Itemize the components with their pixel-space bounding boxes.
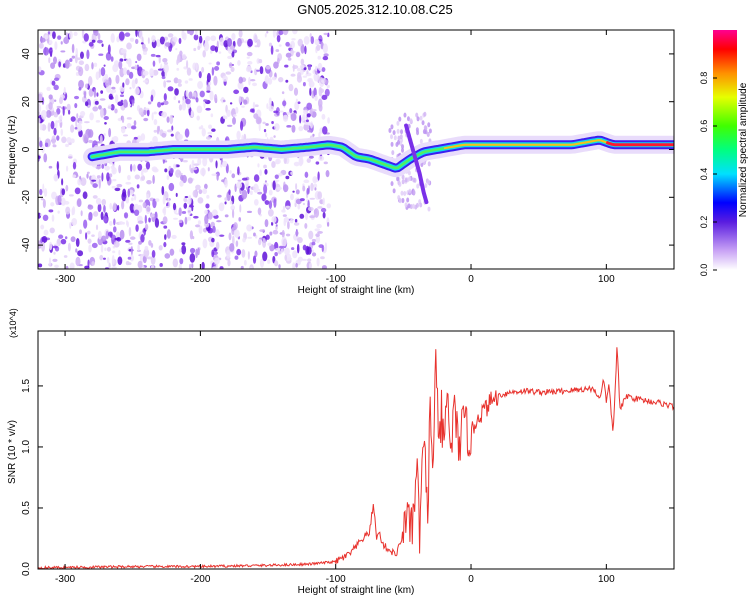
snr-xtick-label: -100	[326, 574, 346, 585]
snr-ytick-label: 1.5	[21, 379, 32, 393]
colorbar-tick-label: 0.8	[699, 72, 709, 85]
snr-xlabel: Height of straight line (km)	[298, 585, 415, 596]
colorbar: 0.0 0.2 0.4 0.6 0.8 Normalized spectral ampl…	[699, 30, 749, 276]
spectrogram-ytick-label: -40	[21, 237, 32, 252]
snr-xtick-label: 0	[468, 574, 474, 585]
spectrogram-xtick-label: -200	[190, 274, 210, 285]
snr-panel: -300 -200 -100 0 100 0.0 0.5 1.0 1.5 Height of …	[7, 308, 675, 596]
snr-xtick-label: -200	[190, 574, 210, 585]
spectrogram-xtick-label: 0	[468, 274, 474, 285]
snr-ytick-label: 0.0	[21, 562, 32, 576]
snr-series-line	[38, 347, 674, 569]
track-branch	[404, 123, 429, 205]
spectrogram-xlabel: Height of straight line (km)	[298, 285, 415, 296]
spectrogram-xtick-label: -300	[55, 274, 75, 285]
spectrogram-ytick-label: 20	[21, 96, 32, 108]
colorbar-tick-label: 0.6	[699, 120, 709, 133]
spectrogram-ytick-label: -20	[21, 190, 32, 205]
snr-multiplier: (x10^4)	[8, 308, 18, 338]
snr-ytick-label: 0.5	[21, 501, 32, 515]
spectrogram-ylabel: Frequency (Hz)	[7, 116, 18, 185]
colorbar-gradient	[713, 30, 737, 270]
track-peak	[605, 140, 674, 147]
snr-xtick-label: 100	[598, 574, 615, 585]
spectrogram-xtick-label: -100	[326, 274, 346, 285]
snr-ytick-label: 1.0	[21, 440, 32, 454]
snr-frame	[37, 330, 675, 570]
snr-xtick-label: -300	[55, 574, 75, 585]
colorbar-tick-label: 0.2	[699, 216, 709, 229]
spectrogram-xtick-label: 100	[598, 274, 615, 285]
spectrogram-ytick-label: 0	[21, 146, 32, 152]
colorbar-tick-label: 0.4	[699, 168, 709, 181]
spectrogram-ytick-label: 40	[21, 48, 32, 60]
colorbar-label: Normalized spectral amplitude	[738, 82, 749, 217]
colorbar-tick-label: 0.0	[699, 264, 709, 277]
snr-ylabel: SNR (10 * v/v)	[7, 420, 18, 484]
chart-title: GN05.2025.312.10.08.C25	[297, 2, 452, 17]
